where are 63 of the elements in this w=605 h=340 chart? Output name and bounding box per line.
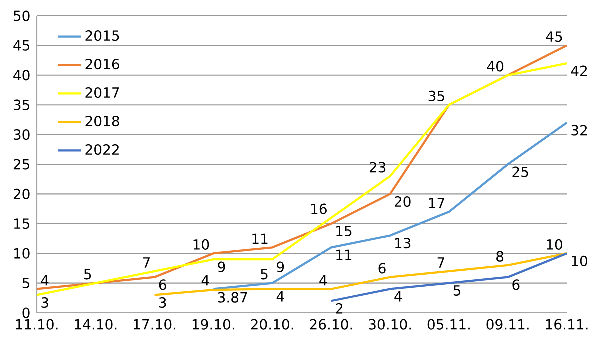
data-label: 13: [395, 238, 411, 249]
x-tick-label: 20.10.: [251, 319, 294, 330]
data-label: 42: [571, 66, 588, 76]
data-label: 23: [370, 162, 386, 173]
data-label: 5: [84, 269, 92, 280]
x-tick-label: 19.10.: [192, 319, 234, 330]
data-label: 40: [487, 61, 504, 72]
data-label: 10: [194, 239, 210, 250]
data-label: 45: [546, 32, 562, 42]
data-label: 10: [547, 239, 562, 250]
x-tick-label: 05.11.: [428, 319, 470, 330]
y-tick-label: 20: [14, 188, 30, 200]
data-label: 4: [394, 292, 402, 302]
y-tick-label: 30: [14, 130, 30, 140]
data-label: 32: [572, 125, 588, 136]
data-label: 3: [159, 297, 166, 308]
data-label: 5: [454, 286, 461, 296]
data-label: 10: [572, 256, 588, 266]
y-tick-label: 40: [14, 70, 30, 81]
data-label: 6: [378, 263, 386, 274]
data-label: 4: [276, 292, 284, 302]
legend-label: 2016: [86, 59, 120, 70]
legend-label: 2018: [86, 116, 120, 127]
y-tick-label: 45: [14, 40, 30, 51]
legend-label: 2015: [86, 30, 120, 42]
x-tick-label: 09.11.: [486, 319, 529, 330]
x-tick-label: 30.10.: [369, 319, 412, 330]
legend-label: 2022: [86, 144, 119, 156]
data-label: 9: [277, 262, 284, 272]
data-label: 7: [143, 258, 150, 268]
data-label: 17: [429, 198, 444, 208]
data-label: 11: [336, 250, 352, 260]
data-label: 3: [42, 297, 48, 308]
data-label: 4: [320, 275, 328, 286]
data-label: 9: [218, 262, 226, 272]
data-label: 7: [438, 258, 444, 268]
y-tick-label: 35: [14, 100, 30, 110]
data-label: 3.87: [218, 292, 248, 303]
data-label: 20: [394, 196, 411, 208]
y-tick-label: 15: [14, 218, 30, 230]
y-tick-label: 25: [14, 159, 30, 170]
y-tick-label: 0: [22, 308, 30, 318]
data-label: 16: [312, 204, 327, 214]
data-label: 6: [159, 280, 166, 290]
data-label: 4: [41, 275, 49, 286]
data-label: 15: [336, 226, 352, 237]
data-label: 2: [336, 303, 343, 314]
x-tick-label: 17.10.: [134, 319, 176, 330]
data-label: 8: [496, 251, 504, 262]
data-label: 6: [512, 280, 520, 290]
x-tick-label: 14.10.: [75, 319, 117, 330]
data-label: 5: [261, 269, 268, 280]
data-label: 35: [428, 90, 444, 102]
x-tick-label: 11.10.: [16, 319, 58, 330]
y-tick-label: 5: [22, 278, 30, 288]
legend-label: 2017: [86, 87, 120, 98]
data-label: 4: [202, 275, 210, 286]
data-label: 25: [512, 166, 528, 178]
data-label: 11: [252, 234, 268, 244]
x-tick-label: 16.11.: [546, 319, 588, 330]
y-tick-label: 10: [14, 248, 30, 259]
y-tick-label: 50: [14, 10, 30, 22]
x-tick-label: 26.10.: [310, 319, 352, 330]
